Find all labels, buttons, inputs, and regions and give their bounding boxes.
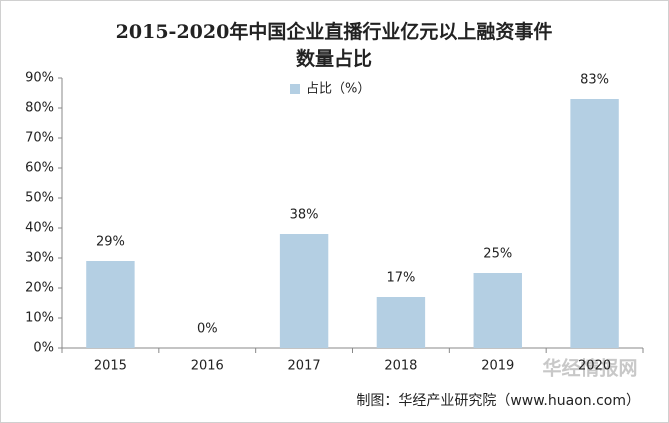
y-tick-label: 90% [25,71,54,86]
legend-label: 占比（%） [306,82,370,97]
x-tick-label: 2018 [384,359,417,374]
y-tick-label: 50% [25,191,54,206]
x-tick-label: 2019 [481,359,514,374]
x-tick-label: 2015 [94,359,127,374]
data-label: 25% [483,247,512,262]
chart-title: 2015-2020年中国企业直播行业亿元以上融资事件 [116,20,553,43]
data-label: 29% [96,235,125,250]
data-label: 83% [580,73,609,88]
chart-title: 数量占比 [296,47,372,70]
bar [376,297,426,348]
y-tick-label: 70% [25,131,54,146]
source-note: 制图：华经产业研究院（www.huaon.com） [356,393,640,409]
x-tick-label: 2020 [578,359,611,374]
y-tick-label: 40% [25,221,54,236]
y-tick-label: 20% [25,281,54,296]
bar [570,99,619,348]
y-tick-label: 30% [25,251,54,266]
y-tick-label: 10% [25,311,54,326]
y-tick-label: 0% [33,341,54,356]
bar [86,261,135,348]
bar [279,234,329,348]
data-label: 17% [386,271,415,286]
y-tick-label: 80% [25,101,54,116]
data-label: 0% [197,322,218,337]
legend-swatch [290,84,300,94]
bar [473,273,522,348]
x-tick-label: 2016 [191,359,224,374]
y-tick-label: 60% [25,161,54,176]
data-label: 38% [290,208,319,223]
x-tick-label: 2017 [288,359,321,374]
watermark: 华经情报网 [542,357,637,380]
